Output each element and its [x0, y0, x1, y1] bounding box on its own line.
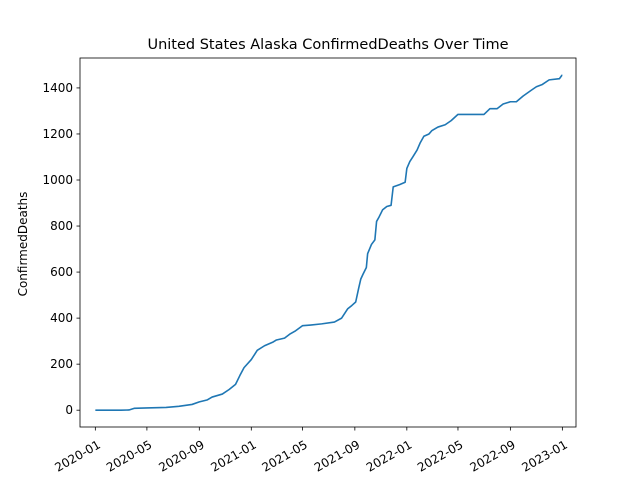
y-tick-label: 1400	[42, 81, 73, 95]
y-tick-label: 200	[50, 357, 73, 371]
y-tick-label: 800	[50, 219, 73, 233]
y-tick-label: 400	[50, 311, 73, 325]
y-tick-label: 1200	[42, 127, 73, 141]
y-tick-label: 0	[65, 403, 73, 417]
series-layer	[95, 74, 563, 411]
y-tick-label: 600	[50, 265, 73, 279]
series-line	[95, 74, 563, 411]
chart-title: United States Alaska ConfirmedDeaths Ove…	[147, 37, 508, 53]
plot-frame	[79, 57, 577, 428]
y-axis-label: ConfirmedDeaths	[16, 192, 30, 297]
y-tick-label: 1000	[42, 173, 73, 187]
